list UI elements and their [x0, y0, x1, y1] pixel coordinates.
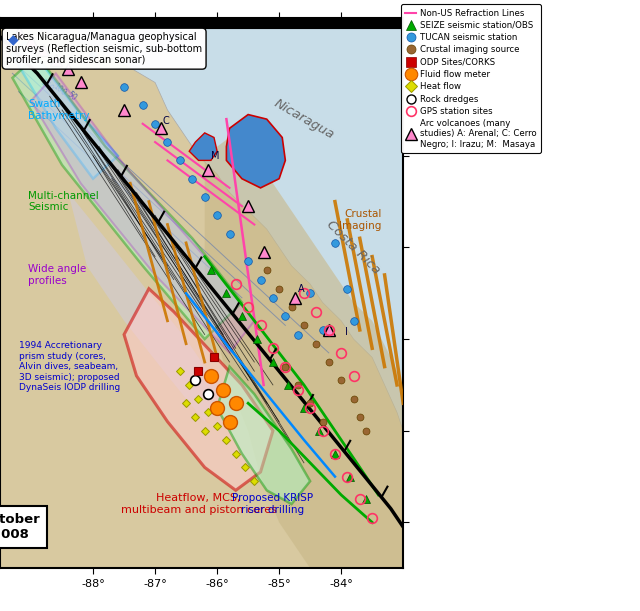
Polygon shape [0, 18, 403, 568]
Text: I: I [345, 327, 348, 337]
Text: 100: 100 [51, 82, 67, 98]
Text: Proposed KRISP
riser drilling: Proposed KRISP riser drilling [232, 493, 314, 515]
Text: October
2008: October 2008 [0, 513, 40, 541]
Text: C: C [163, 116, 170, 126]
Legend: Non-US Refraction Lines, SEIZE seismic station/OBS, TUCAN seismic station, Crust: Non-US Refraction Lines, SEIZE seismic s… [401, 4, 541, 153]
Text: Swath
Bathymetry: Swath Bathymetry [28, 99, 90, 121]
Text: A: A [298, 284, 304, 294]
Polygon shape [227, 115, 285, 188]
Polygon shape [12, 42, 118, 179]
Text: Nicaragua: Nicaragua [271, 97, 337, 142]
Text: 150: 150 [38, 78, 55, 93]
Polygon shape [205, 137, 403, 568]
Text: Crustal
Imaging: Crustal Imaging [339, 209, 381, 231]
Text: 50: 50 [65, 90, 78, 103]
Polygon shape [189, 133, 217, 161]
Polygon shape [31, 73, 254, 353]
Text: ◆: ◆ [8, 32, 19, 46]
Text: Heatflow, MCS,
multibeam and piston cores: Heatflow, MCS, multibeam and piston core… [120, 493, 276, 515]
Polygon shape [68, 192, 223, 422]
Polygon shape [217, 367, 310, 504]
Text: Multi-channel
Seismic: Multi-channel Seismic [28, 191, 99, 213]
Text: Costa Rica: Costa Rica [324, 218, 383, 277]
Text: M: M [211, 151, 220, 161]
Polygon shape [12, 55, 242, 339]
Polygon shape [124, 288, 273, 491]
Text: Lakes Nicaragua/Managua geophysical
surveys (Reflection seismic, sub-bottom
prof: Lakes Nicaragua/Managua geophysical surv… [6, 32, 202, 65]
Text: 1994 Accretionary
prism study (cores,
Alvin dives, seabeam,
3D seismic); propose: 1994 Accretionary prism study (cores, Al… [19, 342, 120, 392]
Text: Wide angle
profiles: Wide angle profiles [28, 264, 86, 286]
